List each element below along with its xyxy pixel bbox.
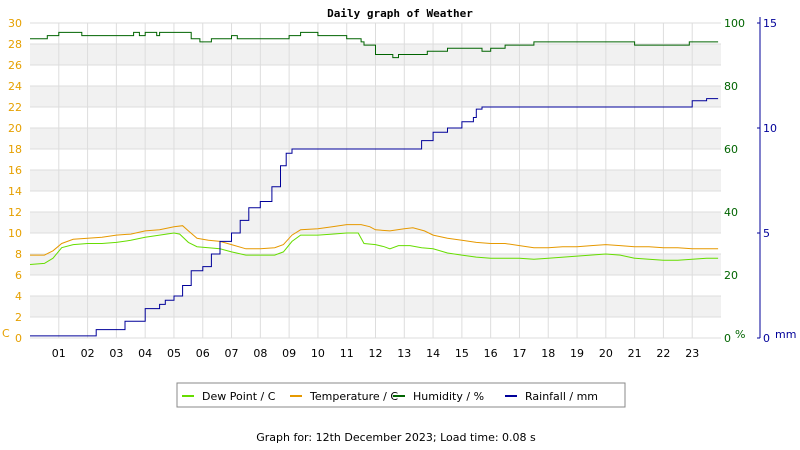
humidity-tick-label: 60 xyxy=(724,143,738,156)
temp-tick-label: 6 xyxy=(15,269,22,282)
rainfall-tick-label: 5 xyxy=(763,227,770,240)
rainfall-tick-label: 10 xyxy=(763,122,777,135)
temp-tick-label: 8 xyxy=(15,248,22,261)
rainfall-tick-label: 0 xyxy=(763,332,770,345)
x-tick-label: 16 xyxy=(484,347,498,360)
temp-tick-label: 26 xyxy=(8,59,22,72)
x-tick-label: 14 xyxy=(426,347,440,360)
temp-tick-label: 0 xyxy=(15,332,22,345)
humidity-tick-label: 0 xyxy=(724,332,731,345)
x-tick-label: 17 xyxy=(512,347,526,360)
rainfall-tick-label: 15 xyxy=(763,17,777,30)
legend: Dew Point / C Temperature / C Humidity / %… xyxy=(176,382,626,408)
humidity-tick-label: 100 xyxy=(724,17,745,30)
x-tick-label: 09 xyxy=(282,347,296,360)
temp-tick-label: 4 xyxy=(15,290,22,303)
footer-text: Graph for: 12th December 2023; Load time… xyxy=(256,431,536,444)
axes: 01 02 03 04 05 06 07 08 09 10 11 12 13 14 15 16 17 18 19 20… xyxy=(2,17,796,360)
x-tick-label: 13 xyxy=(397,347,411,360)
temp-tick-label: 12 xyxy=(8,206,22,219)
x-tick-label: 11 xyxy=(340,347,354,360)
legend-label: Dew Point / C xyxy=(202,390,276,403)
rainfall-axis-label: mm xyxy=(775,328,796,341)
x-tick-label: 02 xyxy=(81,347,95,360)
x-tick-label: 08 xyxy=(253,347,267,360)
temp-tick-label: 14 xyxy=(8,185,22,198)
x-tick-label: 23 xyxy=(685,347,699,360)
x-tick-label: 06 xyxy=(196,347,210,360)
x-tick-label: 04 xyxy=(138,347,152,360)
humidity-tick-label: 40 xyxy=(724,206,738,219)
x-tick-label: 20 xyxy=(599,347,613,360)
chart-title: Daily graph of Weather xyxy=(327,7,473,20)
x-tick-label: 07 xyxy=(225,347,239,360)
x-tick-label: 03 xyxy=(109,347,123,360)
x-tick-label: 22 xyxy=(656,347,670,360)
temp-tick-label: 24 xyxy=(8,80,22,93)
temp-tick-label: 28 xyxy=(8,38,22,51)
x-tick-label: 18 xyxy=(541,347,555,360)
temp-tick-label: 2 xyxy=(15,311,22,324)
x-tick-label: 15 xyxy=(455,347,469,360)
legend-label: Rainfall / mm xyxy=(525,390,598,403)
humidity-tick-label: 80 xyxy=(724,80,738,93)
temp-tick-label: 22 xyxy=(8,101,22,114)
series-lines xyxy=(29,31,719,337)
x-tick-label: 01 xyxy=(52,347,66,360)
humidity-axis-label: % xyxy=(735,328,745,341)
humidity-line xyxy=(30,31,719,59)
x-tick-label: 12 xyxy=(369,347,383,360)
temp-tick-label: 20 xyxy=(8,122,22,135)
temp-tick-label: 30 xyxy=(8,17,22,30)
temp-axis-label: C xyxy=(2,327,10,340)
temp-tick-label: 10 xyxy=(8,227,22,240)
rainfall-line xyxy=(30,98,719,337)
x-tick-label: 10 xyxy=(311,347,325,360)
x-tick-label: 05 xyxy=(167,347,181,360)
x-tick-label: 21 xyxy=(628,347,642,360)
humidity-tick-label: 20 xyxy=(724,269,738,282)
temp-tick-label: 16 xyxy=(8,164,22,177)
temp-tick-label: 18 xyxy=(8,143,22,156)
grid-lines xyxy=(30,22,721,339)
temperature-line xyxy=(30,224,719,256)
dew-point-line xyxy=(29,232,719,265)
x-tick-label: 19 xyxy=(570,347,584,360)
legend-label: Humidity / % xyxy=(413,390,484,403)
legend-label: Temperature / C xyxy=(309,390,398,403)
